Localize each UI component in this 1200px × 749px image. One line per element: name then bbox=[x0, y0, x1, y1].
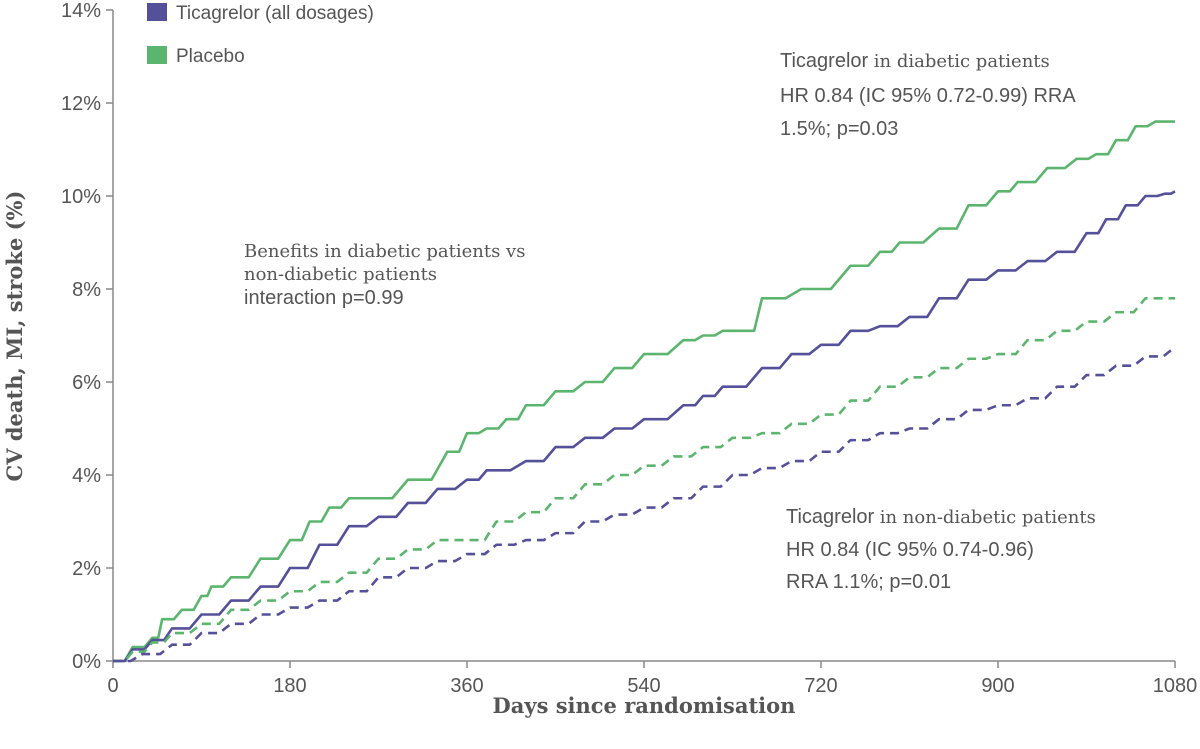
x-tick-label: 0 bbox=[107, 675, 118, 697]
y-tick-label: 10% bbox=[61, 186, 101, 208]
interaction-line-3: interaction p=0.99 bbox=[244, 287, 404, 309]
diabetic-hr-line: HR 0.84 (IC 95% 0.72-0.99) RRA bbox=[780, 85, 1076, 107]
series-line-diabetic-ticagrelor bbox=[113, 190, 1176, 663]
y-axis-title: CV death, MI, stroke (%) bbox=[2, 191, 27, 482]
y-tick-label: 0% bbox=[72, 651, 101, 673]
nondiabetic-group-highlight: in non-diabetic patients bbox=[880, 507, 1096, 528]
diabetic-prefix: Ticagrelor bbox=[780, 50, 874, 72]
nondiabetic-annotation: Ticagrelor in non-diabetic patients HR 0… bbox=[786, 506, 1096, 593]
legend-swatch-ticagrelor bbox=[147, 3, 167, 21]
y-tick-label: 14% bbox=[61, 0, 101, 22]
x-ticks: 0 180 360 540 720 900 1080 bbox=[107, 661, 1197, 697]
interaction-annotation: Benefits in diabetic patients vs non-dia… bbox=[244, 241, 525, 309]
diabetic-annotation: Ticagrelor in diabetic patients HR 0.84 … bbox=[780, 50, 1076, 140]
y-tick-label: 8% bbox=[72, 279, 101, 301]
y-tick-label: 12% bbox=[61, 93, 101, 115]
y-tick-label: 4% bbox=[72, 465, 101, 487]
diabetic-rra-line: 1.5%; p=0.03 bbox=[780, 118, 898, 140]
y-ticks: 0% 2% 4% 6% 8% 10% 12% 14% bbox=[61, 0, 113, 673]
diabetic-annotation-title: Ticagrelor in diabetic patients bbox=[780, 50, 1050, 72]
nondiabetic-prefix: Ticagrelor bbox=[786, 506, 880, 528]
series-line-diabetic-placebo bbox=[113, 120, 1175, 663]
interaction-line-2: non-diabetic patients bbox=[244, 264, 437, 285]
series-line-nondiabetic-ticagrelor bbox=[113, 346, 1176, 663]
x-tick-label: 540 bbox=[627, 675, 660, 697]
nondiabetic-hr-line: HR 0.84 (IC 95% 0.74-0.96) bbox=[786, 539, 1034, 561]
x-tick-label: 360 bbox=[450, 675, 483, 697]
legend-label-placebo: Placebo bbox=[176, 46, 245, 67]
x-tick-label: 180 bbox=[273, 675, 306, 697]
nondiabetic-rra-line: RRA 1.1%; p=0.01 bbox=[786, 571, 951, 593]
series-line-nondiabetic-placebo bbox=[113, 297, 1175, 663]
series-layer bbox=[113, 120, 1176, 663]
diabetic-in: in bbox=[874, 51, 897, 72]
legend-swatch-placebo bbox=[147, 46, 167, 64]
x-tick-label: 720 bbox=[804, 675, 837, 697]
y-tick-label: 6% bbox=[72, 372, 101, 394]
legend-label-ticagrelor: Ticagrelor (all dosages) bbox=[176, 3, 374, 24]
y-tick-label: 2% bbox=[72, 558, 101, 580]
x-axis-title: Days since randomisation bbox=[493, 693, 796, 718]
x-tick-label: 1080 bbox=[1153, 675, 1198, 697]
x-tick-label: 900 bbox=[981, 675, 1014, 697]
nondiabetic-annotation-title: Ticagrelor in non-diabetic patients bbox=[786, 506, 1096, 528]
interaction-line-1: Benefits in diabetic patients vs bbox=[244, 241, 525, 262]
diabetic-group-highlight: diabetic patients bbox=[897, 51, 1050, 72]
legend: Ticagrelor (all dosages) Placebo bbox=[147, 3, 374, 67]
